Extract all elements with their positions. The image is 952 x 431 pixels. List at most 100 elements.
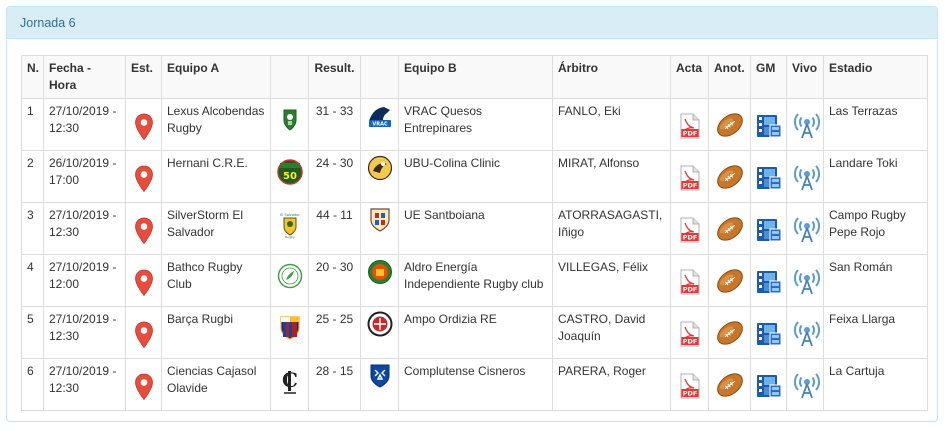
stadium-name: Campo Rugby Pepe Rojo xyxy=(823,202,928,255)
match-result: 31 - 33 xyxy=(308,98,361,151)
header-team-a: Equipo A xyxy=(161,55,271,99)
team-a-name[interactable]: SilverStorm El Salvador xyxy=(161,202,271,255)
map-marker-icon[interactable] xyxy=(131,165,156,198)
broadcast-tower-icon[interactable] xyxy=(792,267,820,300)
match-date: 27/10/2019 - 12:30 xyxy=(43,306,126,359)
svg-text:Rugby: Rugby xyxy=(285,235,295,239)
film-strip-icon[interactable] xyxy=(756,113,782,144)
rugby-ball-icon[interactable] xyxy=(714,215,745,248)
map-marker-icon[interactable] xyxy=(131,269,156,302)
team-a-name[interactable]: Hernani C.R.E. xyxy=(161,150,271,203)
team-b-logo xyxy=(366,259,393,290)
film-strip-icon[interactable] xyxy=(756,373,782,404)
broadcast-tower-icon[interactable] xyxy=(792,163,820,196)
map-marker-icon[interactable] xyxy=(131,113,156,146)
team-b-logo xyxy=(366,207,393,238)
team-b-name[interactable]: UBU-Colina Clinic xyxy=(398,150,553,203)
team-b-name[interactable]: UE Santboiana xyxy=(398,202,553,255)
header-team-b-logo xyxy=(360,55,399,99)
team-a-logo xyxy=(276,107,303,138)
header-referee: Árbitro xyxy=(552,55,671,99)
team-b-logo xyxy=(366,311,393,342)
match-result: 44 - 11 xyxy=(308,202,361,255)
match-date: 27/10/2019 - 12:30 xyxy=(43,202,126,255)
film-strip-icon[interactable] xyxy=(756,165,782,196)
pdf-file-icon[interactable]: PDF xyxy=(676,113,703,144)
team-a-logo xyxy=(276,263,303,294)
header-gm: GM xyxy=(750,55,787,99)
table-row: 5 27/10/2019 - 12:30 Barça Rugbi 25 - 25… xyxy=(21,306,928,359)
match-number: 3 xyxy=(21,202,44,255)
match-result: 20 - 30 xyxy=(308,254,361,307)
referee-name: VILLEGAS, Félix xyxy=(552,254,671,307)
match-date: 27/10/2019 - 12:00 xyxy=(43,254,126,307)
rugby-ball-icon[interactable] xyxy=(714,319,745,352)
film-strip-icon[interactable] xyxy=(756,269,782,300)
rugby-ball-icon[interactable] xyxy=(714,371,745,404)
pdf-file-icon[interactable]: PDF xyxy=(676,217,703,248)
header-anot: Anot. xyxy=(708,55,751,99)
team-b-name[interactable]: Complutense Cisneros xyxy=(398,358,553,411)
team-b-logo: VRAC xyxy=(366,103,393,134)
stadium-name: Landare Toki xyxy=(823,150,928,203)
match-result: 24 - 30 xyxy=(308,150,361,203)
film-strip-icon[interactable] xyxy=(756,217,782,248)
pdf-file-icon[interactable]: PDF xyxy=(676,321,703,352)
svg-text:PDF: PDF xyxy=(682,182,697,190)
header-num: N. xyxy=(21,55,44,99)
table-row: 4 27/10/2019 - 12:00 Bathco Rugby Club 2… xyxy=(21,254,928,307)
match-number: 6 xyxy=(21,358,44,411)
team-a-name[interactable]: Bathco Rugby Club xyxy=(161,254,271,307)
team-a-name[interactable]: Barça Rugbi xyxy=(161,306,271,359)
table-row: 2 26/10/2019 - 17:00 Hernani C.R.E. 50 2… xyxy=(21,150,928,203)
header-team-b: Equipo B xyxy=(398,55,553,99)
team-b-name[interactable]: Aldro Energía Independiente Rugby club xyxy=(398,254,553,307)
match-number: 5 xyxy=(21,306,44,359)
team-b-name[interactable]: VRAC Quesos Entrepinares xyxy=(398,98,553,151)
rugby-ball-icon[interactable] xyxy=(714,111,745,144)
map-marker-icon[interactable] xyxy=(131,373,156,406)
map-marker-icon[interactable] xyxy=(131,321,156,354)
team-b-logo xyxy=(366,363,393,394)
svg-text:PDF: PDF xyxy=(682,390,697,398)
rugby-ball-icon[interactable] xyxy=(714,163,745,196)
team-a-logo: El Salvador Rugby xyxy=(276,211,303,244)
team-b-name[interactable]: Ampo Ordizia RE xyxy=(398,306,553,359)
film-strip-icon[interactable] xyxy=(756,321,782,352)
pdf-file-icon[interactable]: PDF xyxy=(676,165,703,196)
table-row: 6 27/10/2019 - 12:30 Ciencias Cajasol Ol… xyxy=(21,358,928,411)
referee-name: CASTRO, David Joaquín xyxy=(552,306,671,359)
team-a-name[interactable]: Ciencias Cajasol Olavide xyxy=(161,358,271,411)
header-stadium-icon: Est. xyxy=(125,55,162,99)
referee-name: PARERA, Roger xyxy=(552,358,671,411)
header-acta: Acta xyxy=(670,55,709,99)
match-result: 28 - 15 xyxy=(308,358,361,411)
referee-name: MIRAT, Alfonso xyxy=(552,150,671,203)
broadcast-tower-icon[interactable] xyxy=(792,111,820,144)
svg-text:PDF: PDF xyxy=(682,338,697,346)
svg-text:PDF: PDF xyxy=(682,234,697,242)
table-header-row: N. Fecha - Hora Est. Equipo A Result. Eq… xyxy=(21,55,928,99)
match-number: 4 xyxy=(21,254,44,307)
broadcast-tower-icon[interactable] xyxy=(792,215,820,248)
rugby-ball-icon[interactable] xyxy=(714,267,745,300)
map-marker-icon[interactable] xyxy=(131,217,156,250)
team-a-logo xyxy=(276,315,303,346)
svg-text:El Salvador: El Salvador xyxy=(280,213,300,217)
broadcast-tower-icon[interactable] xyxy=(792,371,820,404)
team-b-logo xyxy=(366,155,393,186)
pdf-file-icon[interactable]: PDF xyxy=(676,373,703,404)
stadium-name: Feixa Llarga xyxy=(823,306,928,359)
svg-text:50: 50 xyxy=(283,171,297,182)
team-a-logo: C xyxy=(276,367,303,400)
table-row: 1 27/10/2019 - 12:30 Lexus Alcobendas Ru… xyxy=(21,98,928,151)
pdf-file-icon[interactable]: PDF xyxy=(676,269,703,300)
team-a-name[interactable]: Lexus Alcobendas Rugby xyxy=(161,98,271,151)
panel-title: Jornada 6 xyxy=(7,7,937,39)
svg-text:VRAC: VRAC xyxy=(372,122,388,128)
match-date: 27/10/2019 - 12:30 xyxy=(43,98,126,151)
stadium-name: La Cartuja xyxy=(823,358,928,411)
stadium-name: San Román xyxy=(823,254,928,307)
match-number: 1 xyxy=(21,98,44,151)
broadcast-tower-icon[interactable] xyxy=(792,319,820,352)
